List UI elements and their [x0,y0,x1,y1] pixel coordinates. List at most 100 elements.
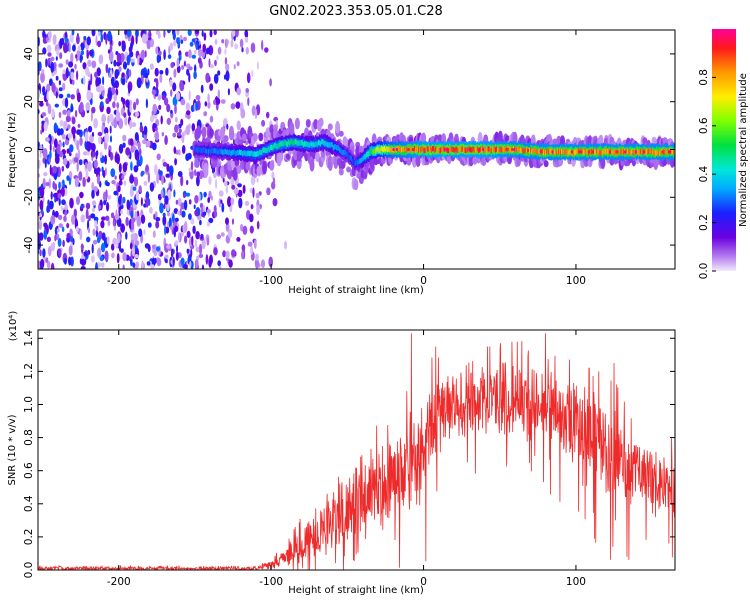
spectrogram-cell [545,150,547,156]
spectrogram-cell [76,161,79,172]
spectrogram-cell [594,149,596,155]
spectrogram-cell [50,242,55,252]
spectrogram-cell [41,69,45,74]
spectrogram-cell [63,120,68,130]
spectrogram-cell [220,99,226,104]
spectrogram-xtick-label: -200 [107,275,131,287]
spectrogram-cell [517,146,519,152]
spectrogram-cell [181,210,186,218]
spectrogram-cell [353,178,359,191]
spectrogram-cell [422,146,424,152]
spectrogram-cell [269,160,275,171]
spectrogram-cell [233,64,236,70]
spectrogram-cell [50,191,53,200]
spectrogram-cell [218,190,224,197]
spectrogram-cell [215,149,218,155]
spectrogram-cell [163,203,166,210]
spectrogram-cell [145,197,149,208]
spectrogram-cell [203,111,208,117]
spectrogram-cell [557,149,560,155]
spectrogram-cell [72,79,75,86]
spectrogram-cell [198,192,201,202]
spectrogram-cell [243,150,245,156]
spectrogram-cell [471,147,474,153]
spectrogram-cell [436,148,438,154]
spectrogram-cell [137,55,140,66]
spectrogram-cell [232,30,236,37]
spectrogram-cell [172,256,175,266]
spectrogram-cell [67,124,71,130]
spectrogram-cell [155,46,159,55]
spectrogram-cell [96,236,101,244]
spectrogram-cell [145,191,150,200]
spectrogram-cell [232,167,238,181]
spectrogram-cell [149,115,154,123]
spectrogram-cell [91,149,96,158]
spectrogram-cell [63,215,67,222]
spectrogram-cell [91,255,95,263]
spectrogram-cell [111,76,115,87]
spectrogram-cell [209,83,214,91]
spectrogram-cell [224,48,227,55]
spectrogram-cell [193,49,197,55]
spectrogram-cell [135,190,140,201]
spectrogram-cell [38,159,41,169]
spectrogram-cell [585,148,588,154]
spectrogram-cell [375,148,378,154]
spectrogram-cell [314,141,317,148]
spectrogram-cell [312,141,315,147]
spectrogram-cell [651,149,654,156]
spectrogram-cell [236,61,240,67]
spectrogram-cell [264,147,267,153]
spectrogram-cell [64,139,70,146]
spectrogram-cell [66,175,70,182]
spectrogram-cell [152,230,156,238]
spectrogram-cell [550,148,553,154]
spectrogram-cell [563,148,565,154]
spectrogram-cell [116,102,120,109]
spectrogram-cell [89,98,93,106]
spectrogram-cell [497,147,499,153]
spectrogram-cell [90,213,96,219]
spectrogram-cell [234,150,237,157]
spectrogram-cell [230,150,232,157]
spectrogram-cell [361,156,364,162]
spectrogram-cell [493,146,496,152]
spectrogram-cell [217,149,220,156]
spectrogram-cell [463,147,465,153]
spectrogram-cell [233,148,236,155]
spectrogram-cell [504,147,507,153]
spectrogram-cell [69,197,74,209]
spectrogram-cell [109,113,114,123]
spectrogram-cell [69,33,74,43]
spectrogram-cell [109,44,113,52]
spectrogram-cell [301,140,304,146]
spectrogram-cell [46,83,51,92]
spectrogram-cell [112,219,116,227]
spectrogram-cell [200,233,204,239]
spectrogram-cell [238,197,243,209]
spectrogram-cell [145,98,148,109]
spectrogram-cell [46,91,49,101]
spectrogram-cell [175,199,179,205]
spectrogram-cell [199,148,202,154]
spectrogram-cell [307,142,309,148]
spectrogram-cell [51,108,55,119]
spectrogram-cell [438,147,440,153]
spectrogram-cell [154,164,158,175]
spectrogram-cell [59,128,64,136]
spectrogram-cell [186,179,189,186]
spectrogram-cell [223,180,228,187]
spectrogram-cell [206,237,210,246]
spectrogram-cell [239,149,241,155]
spectrogram-cell [46,205,50,213]
spectrogram-cell [431,147,433,153]
spectrogram-cell [181,145,186,154]
spectrogram-cell [465,147,467,153]
spectrogram-cell [74,177,79,188]
spectrogram-cell [49,142,52,153]
spectrogram-cell [572,150,575,156]
spectrogram-cell [281,140,284,146]
spectrogram-cell [45,58,48,68]
spectrogram-cell [508,146,511,152]
